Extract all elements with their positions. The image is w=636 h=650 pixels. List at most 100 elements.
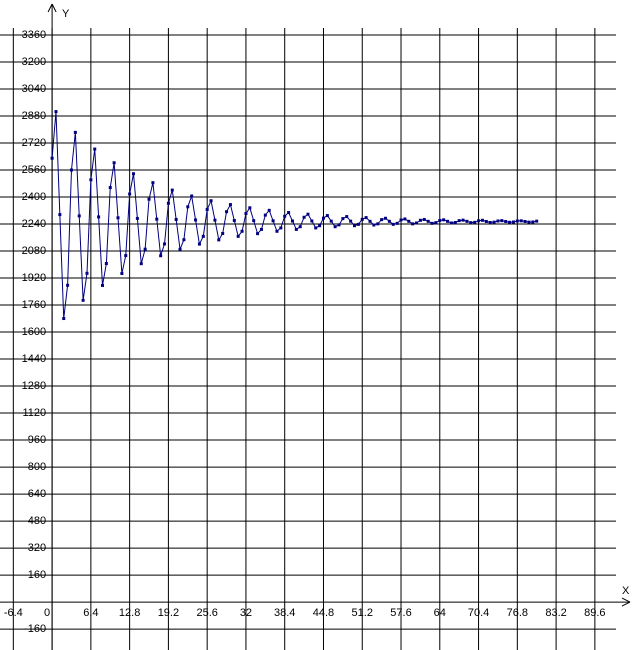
data-point <box>360 217 364 221</box>
data-point <box>387 219 391 223</box>
data-point <box>287 211 291 215</box>
data-point <box>97 215 101 219</box>
data-point <box>112 161 116 165</box>
data-point <box>418 218 422 222</box>
data-point <box>108 186 112 190</box>
y-tick-label: 3360 <box>22 29 46 41</box>
data-point <box>352 224 356 228</box>
data-point <box>81 298 85 302</box>
data-point <box>166 201 170 205</box>
data-point <box>132 172 136 176</box>
data-point <box>221 231 225 235</box>
y-tick-label: 2720 <box>22 137 46 149</box>
y-tick-label: 160 <box>28 569 46 581</box>
data-point <box>54 110 58 114</box>
data-point <box>236 234 240 238</box>
y-tick-label: 960 <box>28 434 46 446</box>
data-point <box>438 218 442 222</box>
data-point <box>477 219 481 223</box>
x-tick-label: 6.4 <box>83 607 98 619</box>
data-point <box>298 225 302 229</box>
data-point <box>302 215 306 219</box>
data-point <box>318 224 322 228</box>
data-point <box>194 218 198 222</box>
y-axis-label: Y <box>62 8 70 20</box>
data-point <box>271 219 275 223</box>
data-point <box>508 220 512 224</box>
y-tick-label: 320 <box>28 542 46 554</box>
data-point <box>259 227 263 231</box>
y-tick-label: 2240 <box>22 218 46 230</box>
data-point <box>349 219 353 223</box>
data-point <box>217 238 221 242</box>
x-tick-label: 12.8 <box>119 607 140 619</box>
data-point <box>66 283 70 287</box>
x-tick-label: 57.6 <box>390 607 411 619</box>
y-axis-arrow <box>47 3 57 13</box>
data-point <box>225 210 229 214</box>
data-point <box>430 221 434 225</box>
data-point <box>535 219 539 223</box>
data-point <box>89 178 93 182</box>
data-point <box>504 219 508 223</box>
data-point <box>376 222 380 226</box>
data-point <box>252 219 256 223</box>
data-point <box>50 156 54 160</box>
data-point <box>453 220 457 224</box>
data-point <box>240 229 244 233</box>
data-point <box>395 221 399 225</box>
x-tick-label: 51.2 <box>352 607 373 619</box>
y-tick-label: 480 <box>28 515 46 527</box>
data-point <box>523 219 527 223</box>
data-point <box>442 218 446 222</box>
y-tick-label: 2560 <box>22 164 46 176</box>
data-point <box>244 212 248 216</box>
data-point <box>197 242 201 246</box>
data-point <box>461 218 465 222</box>
data-point <box>62 317 66 321</box>
data-point <box>469 221 473 225</box>
data-point <box>116 216 120 220</box>
data-point <box>100 283 104 287</box>
y-tick-label: 2400 <box>22 191 46 203</box>
data-point <box>488 220 492 224</box>
data-point <box>85 271 89 275</box>
data-point <box>391 222 395 226</box>
data-point <box>139 262 143 266</box>
data-point <box>205 208 209 212</box>
data-point <box>306 212 310 216</box>
data-point <box>341 217 345 221</box>
data-point <box>143 247 147 251</box>
data-point <box>73 130 77 134</box>
y-tick-label: 1120 <box>22 407 46 419</box>
data-point <box>69 168 73 172</box>
y-tick-label: 3200 <box>22 56 46 68</box>
data-point <box>120 271 124 275</box>
data-point <box>422 217 426 221</box>
x-tick-label: 70.4 <box>468 607 489 619</box>
data-point <box>163 242 167 246</box>
data-point <box>159 254 163 258</box>
x-tick-label: -6.4 <box>4 607 23 619</box>
data-point <box>480 218 484 222</box>
x-tick-label: 25.6 <box>196 607 217 619</box>
data-point <box>124 254 128 258</box>
y-tick-label: 640 <box>28 488 46 500</box>
data-point <box>426 219 430 223</box>
y-tick-label: 2080 <box>22 245 46 257</box>
data-point <box>104 262 108 266</box>
data-point <box>213 218 217 222</box>
data-point <box>519 219 523 223</box>
data-point <box>58 213 62 217</box>
data-point <box>77 214 81 218</box>
data-point <box>380 218 384 222</box>
data-point <box>186 205 190 209</box>
x-tick-label: 83.2 <box>545 607 566 619</box>
data-point <box>170 188 174 192</box>
x-tick-label: 44.8 <box>313 607 334 619</box>
x-tick-label: 76.8 <box>507 607 528 619</box>
x-axis-label: X <box>622 585 630 597</box>
data-point <box>411 222 415 226</box>
data-point <box>511 220 515 224</box>
data-point <box>403 217 407 221</box>
